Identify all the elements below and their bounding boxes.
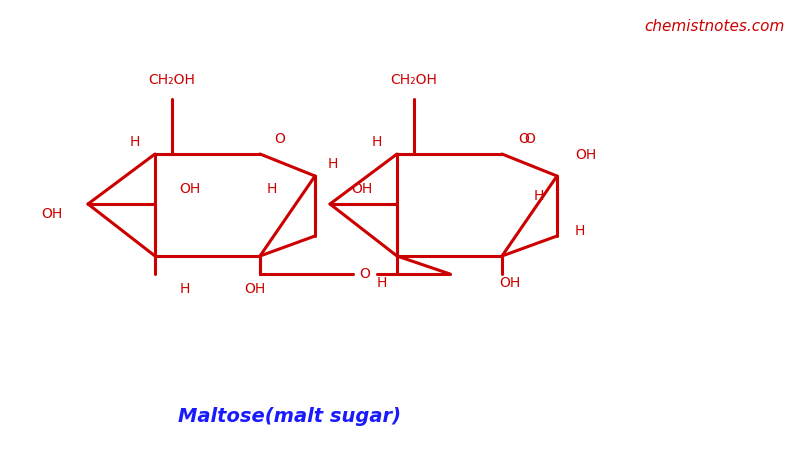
Text: H: H xyxy=(130,135,140,149)
Text: H: H xyxy=(575,224,585,238)
Text: H: H xyxy=(267,182,277,196)
Text: H: H xyxy=(328,157,339,171)
Text: OH: OH xyxy=(41,207,62,221)
Text: O: O xyxy=(359,267,371,281)
Text: H: H xyxy=(372,135,382,149)
Text: O: O xyxy=(524,132,535,146)
Text: Maltose(malt sugar): Maltose(malt sugar) xyxy=(178,406,401,425)
Text: CH₂OH: CH₂OH xyxy=(391,73,438,87)
Text: OH: OH xyxy=(244,282,266,296)
Text: chemistnotes.com: chemistnotes.com xyxy=(645,19,785,34)
Text: H: H xyxy=(534,189,544,203)
Text: OH: OH xyxy=(500,276,521,290)
Text: OH: OH xyxy=(575,148,596,162)
Text: O: O xyxy=(518,132,530,146)
Text: OH: OH xyxy=(180,182,201,196)
Text: CH₂OH: CH₂OH xyxy=(148,73,195,87)
Text: OH: OH xyxy=(351,182,372,196)
Text: H: H xyxy=(377,276,387,290)
Text: H: H xyxy=(180,282,190,296)
Text: O: O xyxy=(275,132,285,146)
